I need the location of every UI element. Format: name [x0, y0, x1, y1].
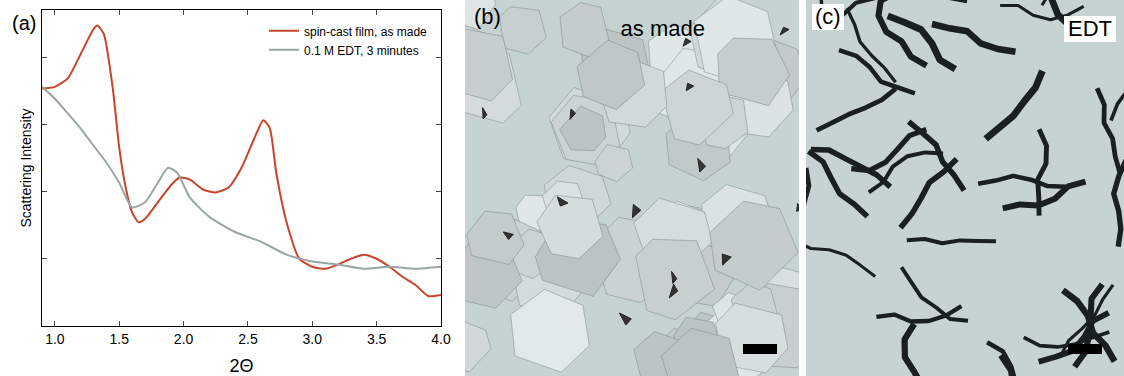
- svg-text:2Θ: 2Θ: [229, 356, 253, 376]
- svg-text:(a): (a): [12, 12, 36, 34]
- svg-text:4.0: 4.0: [431, 331, 451, 347]
- html-text:(c): (c): [815, 4, 841, 29]
- svg-text:3.5: 3.5: [367, 331, 387, 347]
- svg-text:1.0: 1.0: [45, 331, 65, 347]
- html-text:as made: as made: [620, 16, 705, 41]
- svg-text:spin-cast film, as made: spin-cast film, as made: [304, 25, 427, 39]
- svg-text:1.5: 1.5: [109, 331, 129, 347]
- svg-text:0.1 M EDT, 3 minutes: 0.1 M EDT, 3 minutes: [304, 44, 419, 58]
- html-text:EDT: EDT: [1068, 16, 1112, 41]
- svg-text:2.5: 2.5: [238, 331, 258, 347]
- html-text:(b): (b): [474, 4, 501, 29]
- svg-text:3.0: 3.0: [303, 331, 323, 347]
- svg-text:Scattering Intensity: Scattering Intensity: [18, 108, 34, 227]
- svg-text:2.0: 2.0: [174, 331, 194, 347]
